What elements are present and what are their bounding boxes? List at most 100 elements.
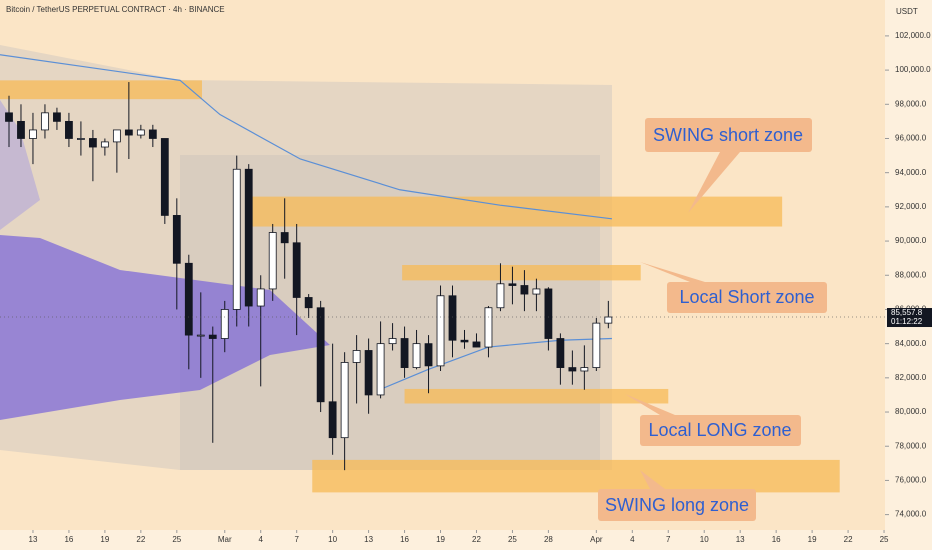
candle-body [472,341,481,348]
candle-body [316,307,325,403]
candle-body [232,168,241,310]
candle-body [268,232,277,290]
x-tick-label: Mar [218,535,232,544]
zone-label: SWING long zone [605,495,749,515]
candle-body [508,283,517,286]
zone [402,265,641,281]
candle-body [256,288,265,307]
candle-body [376,343,385,396]
candle-body [364,350,373,396]
moving-average [0,54,613,220]
callout [640,262,705,282]
zone-label: Local LONG zone [648,420,791,440]
candle-body [436,295,445,367]
candle-body [388,338,397,345]
volume-profile [0,100,40,230]
candle-body [280,232,289,244]
y-tick-label: 82,000.0 [895,373,927,382]
candle-body [5,112,13,122]
candle-body [328,401,337,439]
x-tick-label: 19 [808,535,817,544]
x-tick-label: 25 [172,535,181,544]
axis-unit: USDT [896,7,918,16]
last-price-box [887,308,932,328]
candle-body [400,338,409,368]
candle-body [244,168,253,307]
x-tick-label: 28 [544,535,553,544]
candle-body [532,288,541,295]
zone-label-box [667,282,827,313]
candle-body [592,322,601,368]
zone [312,459,840,493]
countdown: 01:12:22 [891,317,923,326]
candle-body [77,138,85,140]
candle-body [568,367,577,372]
y-tick-label: 94,000.0 [895,168,927,177]
candle-body [292,242,301,298]
last-price-label: 85,557.8 [891,308,923,317]
x-tick-label: 13 [364,535,373,544]
zone [404,388,669,404]
time-axis-bg [0,530,885,550]
candle-body [65,120,73,139]
x-tick-label: Apr [590,535,603,544]
x-tick-label: 16 [772,535,781,544]
candle-body [424,343,433,367]
volume-profile [0,235,330,420]
candle-body [53,112,61,122]
candle-body [136,129,145,136]
x-tick-label: 10 [328,535,337,544]
x-tick-label: 19 [436,535,445,544]
y-tick-label: 88,000.0 [895,270,927,279]
x-tick-label: 7 [666,535,671,544]
y-tick-label: 92,000.0 [895,202,927,211]
x-tick-label: 19 [100,535,109,544]
candle-body [352,350,361,363]
candle-body [112,129,121,143]
y-tick-label: 98,000.0 [895,99,927,108]
zone-label-box [640,415,801,446]
candle-body [496,283,505,309]
candle-body [604,316,613,324]
x-tick-label: 16 [400,535,409,544]
x-tick-label: 7 [294,535,299,544]
x-tick-label: 25 [508,535,517,544]
y-tick-label: 96,000.0 [895,134,927,143]
x-tick-label: 13 [29,535,38,544]
callout [625,394,675,415]
price-axis-bg [885,0,932,550]
candle-body [148,129,157,139]
candle-body [41,112,49,131]
x-tick-label: 22 [472,535,481,544]
candle-body [556,338,565,368]
zone-label: SWING short zone [653,125,803,145]
callout [688,152,740,213]
y-tick-label: 84,000.0 [895,339,927,348]
candle-body [220,309,229,339]
zone [0,80,202,100]
y-tick-label: 100,000.0 [895,65,931,74]
x-tick-label: 16 [64,535,73,544]
zone-label-box [645,118,812,152]
x-tick-label: 13 [736,535,745,544]
candle-body [29,129,37,139]
zone-label: Local Short zone [679,287,814,307]
candle-body [124,129,133,136]
candle-body [448,295,457,341]
candle-body [88,138,97,148]
candle-body [460,339,469,343]
y-tick-label: 90,000.0 [895,236,927,245]
chart-title: Bitcoin / TetherUS PERPETUAL CONTRACT · … [6,5,225,14]
zone-label-box [598,489,756,521]
candle-body [184,262,193,336]
x-tick-label: 22 [136,535,145,544]
candle-body [544,288,553,339]
x-tick-label: 22 [844,535,853,544]
y-tick-label: 102,000.0 [895,31,931,40]
y-tick-label: 76,000.0 [895,476,927,485]
candle-body [160,138,169,216]
x-tick-label: 10 [700,535,709,544]
candle-body [208,334,217,339]
zone [245,196,783,227]
